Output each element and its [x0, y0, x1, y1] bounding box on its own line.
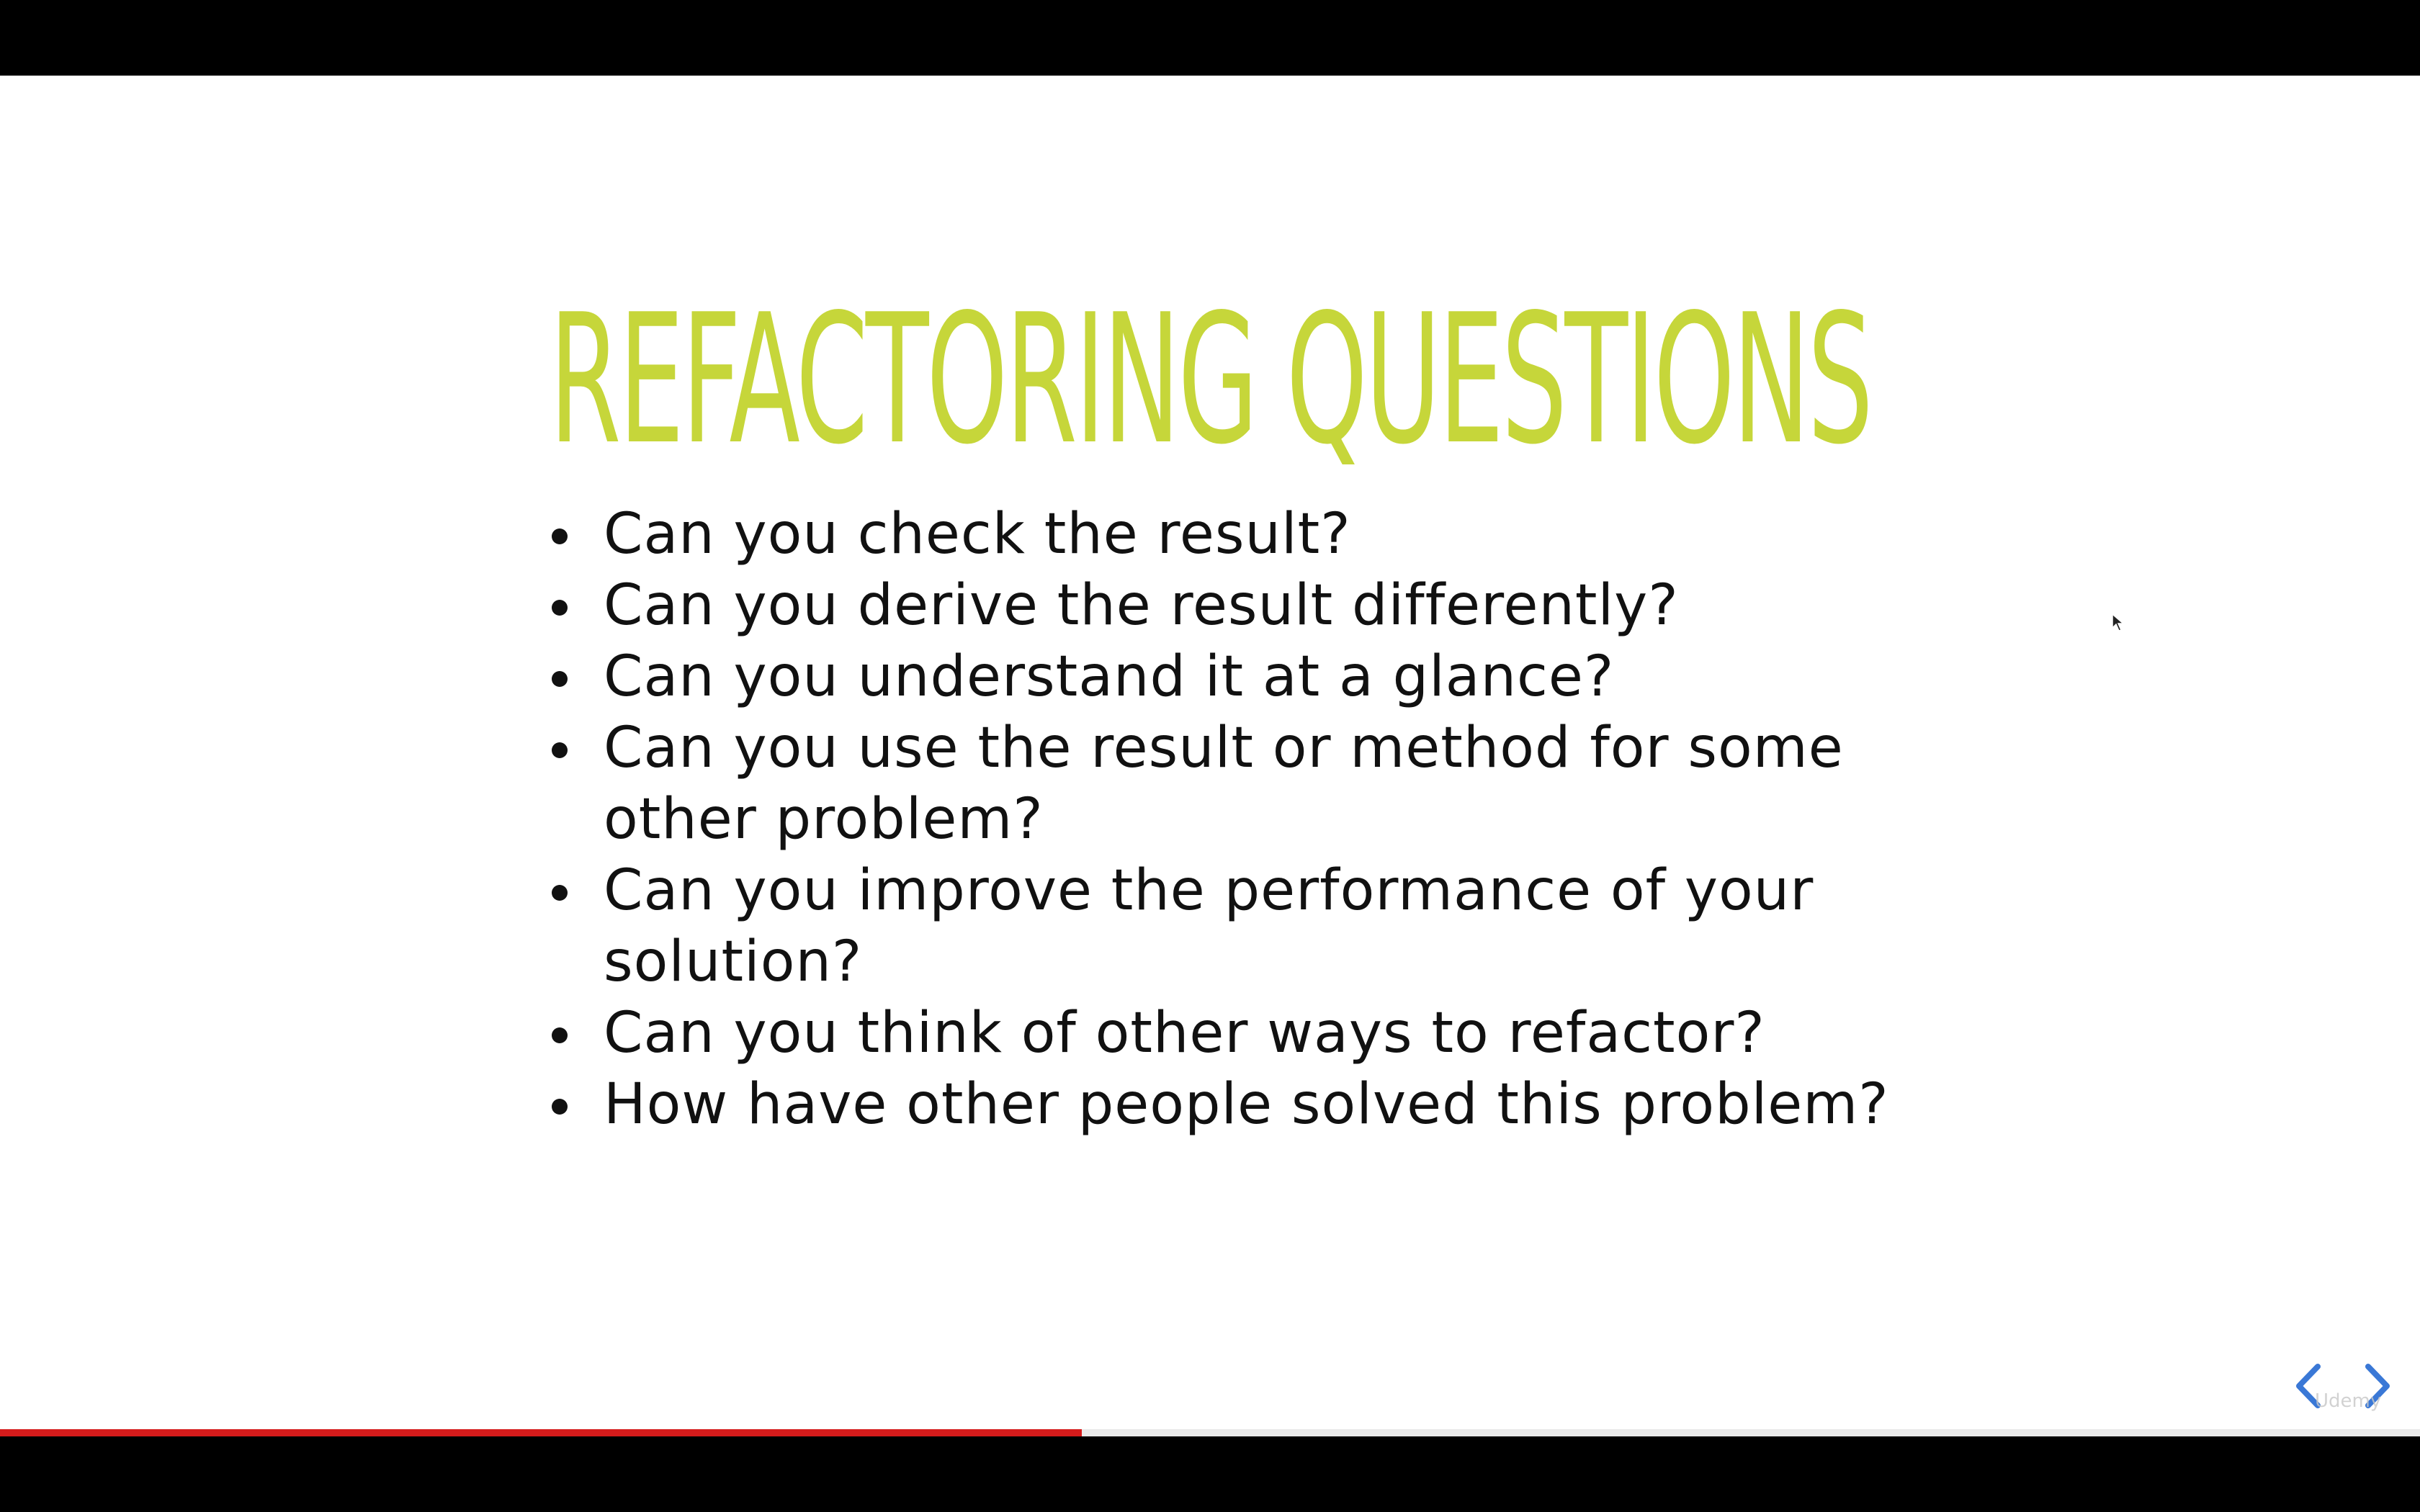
- bullet-text: Can you use the result or method for som…: [604, 716, 1844, 852]
- bullet-item: Can you improve the performance of your …: [547, 855, 1973, 998]
- bullet-item: Can you understand it at a glance?: [547, 642, 1973, 713]
- bullet-dot-icon: [552, 528, 568, 544]
- bottom-letterbox: [0, 1436, 2420, 1512]
- bullet-text: Can you think of other ways to refactor?: [604, 1001, 1765, 1066]
- slide: REFACTORING QUESTIONS Can you check the …: [0, 76, 2420, 1436]
- slide-title: REFACTORING QUESTIONS: [549, 276, 1873, 484]
- previous-slide-button[interactable]: [2290, 1361, 2326, 1411]
- bullet-dot-icon: [552, 885, 568, 901]
- video-progress-bar[interactable]: [0, 1429, 2420, 1436]
- chevron-right-icon: [2365, 1364, 2390, 1408]
- bullet-list: Can you check the result? Can you derive…: [547, 499, 1973, 1140]
- bullet-dot-icon: [552, 1099, 568, 1115]
- next-slide-button[interactable]: [2360, 1361, 2396, 1411]
- bullet-item: Can you use the result or method for som…: [547, 713, 1973, 855]
- udemy-watermark: Udemy: [2315, 1390, 2382, 1412]
- bullet-item: Can you think of other ways to refactor?: [547, 998, 1973, 1069]
- bullet-text: Can you derive the result differently?: [604, 573, 1679, 638]
- bullet-item: How have other people solved this proble…: [547, 1069, 1973, 1140]
- bullet-dot-icon: [552, 671, 568, 687]
- bullet-dot-icon: [552, 742, 568, 758]
- bullet-item: Can you derive the result differently?: [547, 570, 1973, 642]
- bullet-text: Can you check the result?: [604, 502, 1351, 567]
- bullet-dot-icon: [552, 600, 568, 616]
- top-letterbox: [0, 0, 2420, 76]
- bullet-text: Can you understand it at a glance?: [604, 644, 1615, 709]
- bullet-dot-icon: [552, 1027, 568, 1043]
- mouse-cursor-icon: [2112, 613, 2125, 631]
- bullet-item: Can you check the result?: [547, 499, 1973, 570]
- bullet-text: Can you improve the performance of your …: [604, 858, 1814, 994]
- chevron-left-icon: [2296, 1364, 2321, 1408]
- bullet-text: How have other people solved this proble…: [604, 1072, 1889, 1137]
- video-progress-fill: [0, 1429, 1082, 1436]
